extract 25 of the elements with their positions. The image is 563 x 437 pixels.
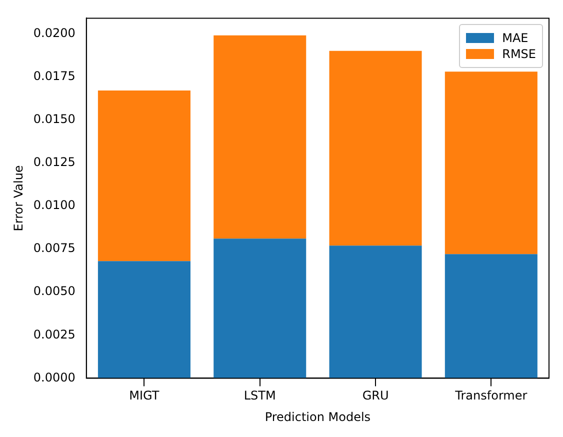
x-tick-label: MIGT xyxy=(129,388,160,403)
bar xyxy=(329,246,422,378)
y-axis-title: Error Value xyxy=(11,165,26,232)
y-tick-label: 0.0200 xyxy=(33,26,76,40)
legend-label: RMSE xyxy=(502,47,536,62)
bar xyxy=(98,261,190,378)
bar xyxy=(214,238,306,378)
bar xyxy=(214,35,306,239)
bar xyxy=(98,90,190,262)
y-tick-label: 0.0025 xyxy=(33,327,76,342)
x-tick-label: Transformer xyxy=(454,388,528,403)
bar xyxy=(444,72,538,254)
y-tick-label: 0.0175 xyxy=(33,68,76,83)
bar xyxy=(329,50,422,246)
legend-label: MAE xyxy=(502,31,528,46)
y-tick-label: 0.0125 xyxy=(33,155,76,170)
x-tick-label: LSTM xyxy=(244,388,276,403)
bar xyxy=(444,254,538,378)
y-tick-label: 0.0050 xyxy=(33,284,76,298)
x-axis-title: Prediction Models xyxy=(264,410,371,424)
y-tick-label: 0.0075 xyxy=(33,241,76,256)
y-tick-label: 0.0150 xyxy=(33,112,76,126)
y-tick-label: 0.0000 xyxy=(33,370,76,384)
x-tick-label: GRU xyxy=(362,388,389,403)
y-tick-label: 0.0100 xyxy=(33,198,76,212)
